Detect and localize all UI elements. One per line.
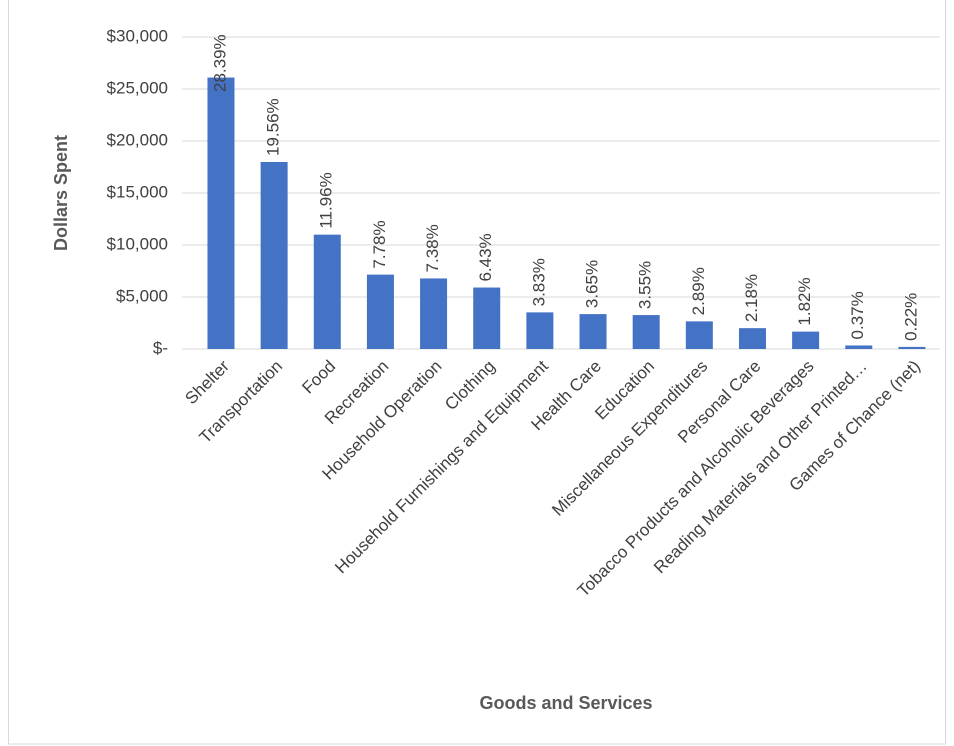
data-label: 3.55% (636, 261, 655, 309)
y-tick-label: $- (153, 338, 168, 357)
bar (738, 328, 766, 349)
data-label: 3.83% (529, 258, 548, 306)
bar (845, 345, 873, 349)
data-label: 7.78% (370, 220, 389, 268)
data-label: 1.82% (795, 277, 814, 325)
data-label: 11.96% (317, 172, 336, 228)
chart-border (8, 0, 946, 745)
bar (313, 234, 341, 349)
data-label: 6.43% (476, 233, 495, 281)
y-tick-label: $30,000 (107, 26, 168, 45)
data-label: 19.56% (264, 98, 283, 156)
data-label: 2.18% (742, 274, 761, 322)
x-tick-label: Food (298, 357, 339, 398)
x-axis-title: Goods and Services (479, 693, 652, 713)
data-label: 3.65% (583, 260, 602, 308)
data-label: 0.37% (848, 291, 867, 339)
bar (420, 278, 448, 349)
data-label: 0.22% (901, 293, 920, 341)
bar (792, 331, 820, 349)
bar (207, 77, 235, 349)
y-tick-label: $5,000 (116, 286, 168, 305)
y-tick-label: $20,000 (107, 130, 168, 149)
bar (579, 314, 607, 349)
y-tick-label: $10,000 (107, 234, 168, 253)
bar (685, 321, 713, 349)
bar (632, 315, 660, 349)
bar (898, 346, 926, 349)
bar (366, 274, 394, 349)
bar (526, 312, 554, 349)
bar (473, 287, 501, 349)
bar (260, 162, 288, 349)
data-label: 7.38% (423, 224, 442, 272)
y-axis-title: Dollars Spent (51, 135, 71, 251)
data-label: 2.89% (689, 267, 708, 315)
y-tick-label: $15,000 (107, 182, 168, 201)
data-label: 28.39% (210, 34, 229, 92)
y-tick-label: $25,000 (107, 78, 168, 97)
x-tick-label: Shelter (181, 356, 233, 408)
